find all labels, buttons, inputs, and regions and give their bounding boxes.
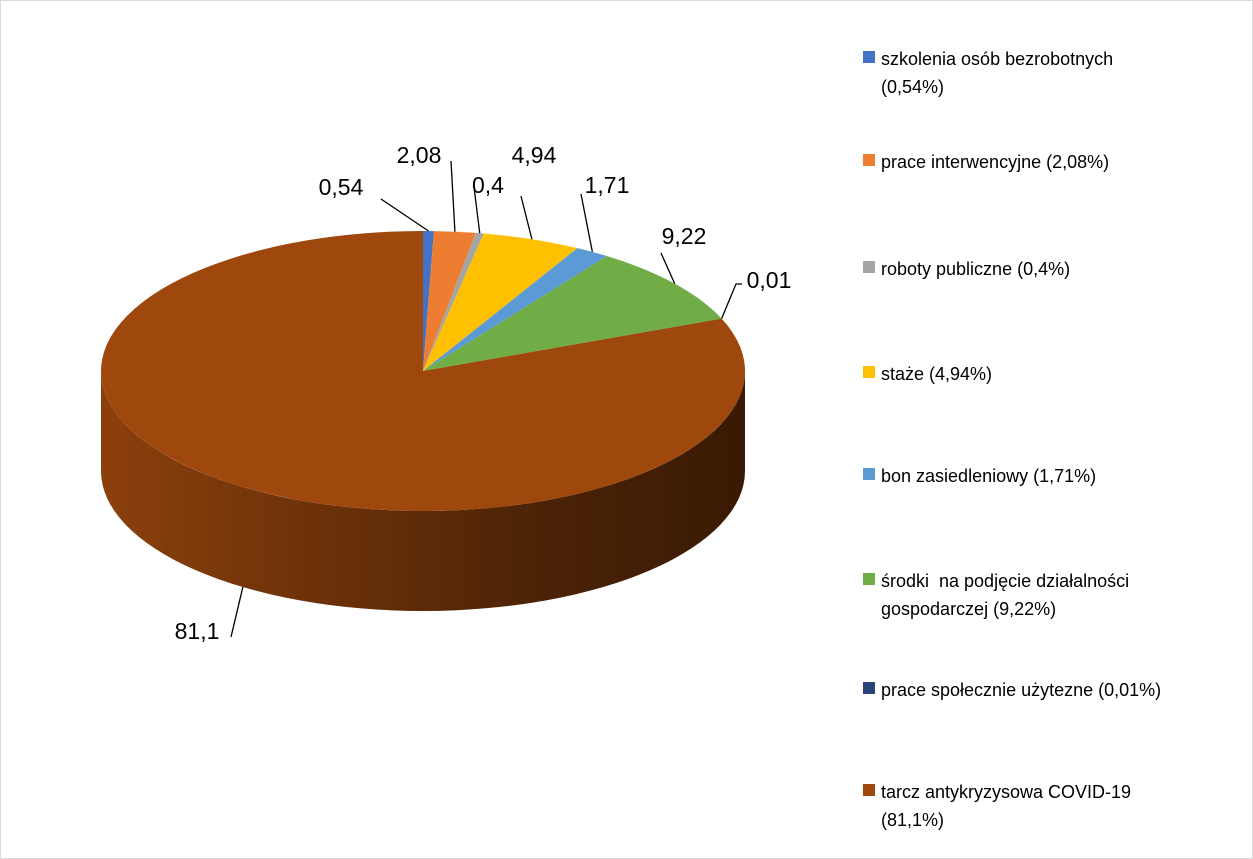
- slice: [423, 231, 476, 371]
- slice: [101, 231, 745, 511]
- legend-swatch: [863, 573, 875, 585]
- data-label: 81,1: [175, 618, 220, 644]
- data-label: 1,71: [585, 172, 630, 198]
- slice: [423, 233, 578, 371]
- legend-label: staże (4,94%): [881, 364, 993, 384]
- legend-item: bon zasiedleniowy (1,71%): [863, 462, 1233, 490]
- legend-swatch: [863, 154, 875, 166]
- legend-swatch: [863, 468, 875, 480]
- leader-line: [580, 193, 594, 253]
- legend-label: roboty publiczne (0,4%): [881, 259, 1071, 279]
- data-label: 9,22: [662, 223, 707, 249]
- slice: [423, 248, 607, 371]
- leader-line: [520, 195, 533, 240]
- legend-swatch: [863, 784, 875, 796]
- legend-swatch: [863, 366, 875, 378]
- legend-label: prace społecznie użytezne (0,01%): [881, 680, 1162, 700]
- legend-label: bon zasiedleniowy (1,71%): [881, 466, 1097, 486]
- leader-line: [720, 283, 742, 319]
- pie-area: 0,54 2,08 0,4 4,94 1,71 9,22 0,01 81,1: [101, 142, 792, 644]
- legend-label: prace interwencyjne (2,08%): [881, 152, 1110, 172]
- legend-item: środki na podjęcie działalności gospodar…: [863, 567, 1233, 623]
- data-label: 0,01: [747, 267, 792, 293]
- legend-item: tarcz antykryzysowa COVID-19 (81,1%): [863, 778, 1233, 834]
- leader-line: [473, 186, 481, 234]
- leader-line: [230, 586, 244, 638]
- leader-line: [380, 198, 429, 232]
- slice: [423, 231, 434, 371]
- data-label: 0,54: [319, 174, 364, 200]
- data-label: 4,94: [512, 142, 557, 168]
- leader-line: [450, 160, 456, 232]
- slice-side: [101, 371, 745, 611]
- legend-swatch: [863, 682, 875, 694]
- data-label: 2,08: [397, 142, 442, 168]
- leader-line: [660, 252, 676, 284]
- data-label: 0,4: [472, 172, 504, 198]
- legend-label: środki na podjęcie działalności gospodar…: [881, 571, 1135, 619]
- legend-item: prace interwencyjne (2,08%): [863, 148, 1233, 176]
- legend-swatch: [863, 51, 875, 63]
- slice: [423, 256, 722, 371]
- legend-swatch: [863, 261, 875, 273]
- legend-label: szkolenia osób bezrobotnych (0,54%): [881, 49, 1119, 97]
- legend-item: roboty publiczne (0,4%): [863, 255, 1233, 283]
- legend-label: tarcz antykryzysowa COVID-19 (81,1%): [881, 782, 1137, 830]
- slice: [423, 318, 722, 371]
- legend-item: prace społecznie użytezne (0,01%): [863, 676, 1233, 704]
- slice: [423, 232, 484, 371]
- legend-item: szkolenia osób bezrobotnych (0,54%): [863, 45, 1233, 101]
- legend-item: staże (4,94%): [863, 360, 1233, 388]
- legend: szkolenia osób bezrobotnych (0,54%) prace…: [863, 1, 1248, 858]
